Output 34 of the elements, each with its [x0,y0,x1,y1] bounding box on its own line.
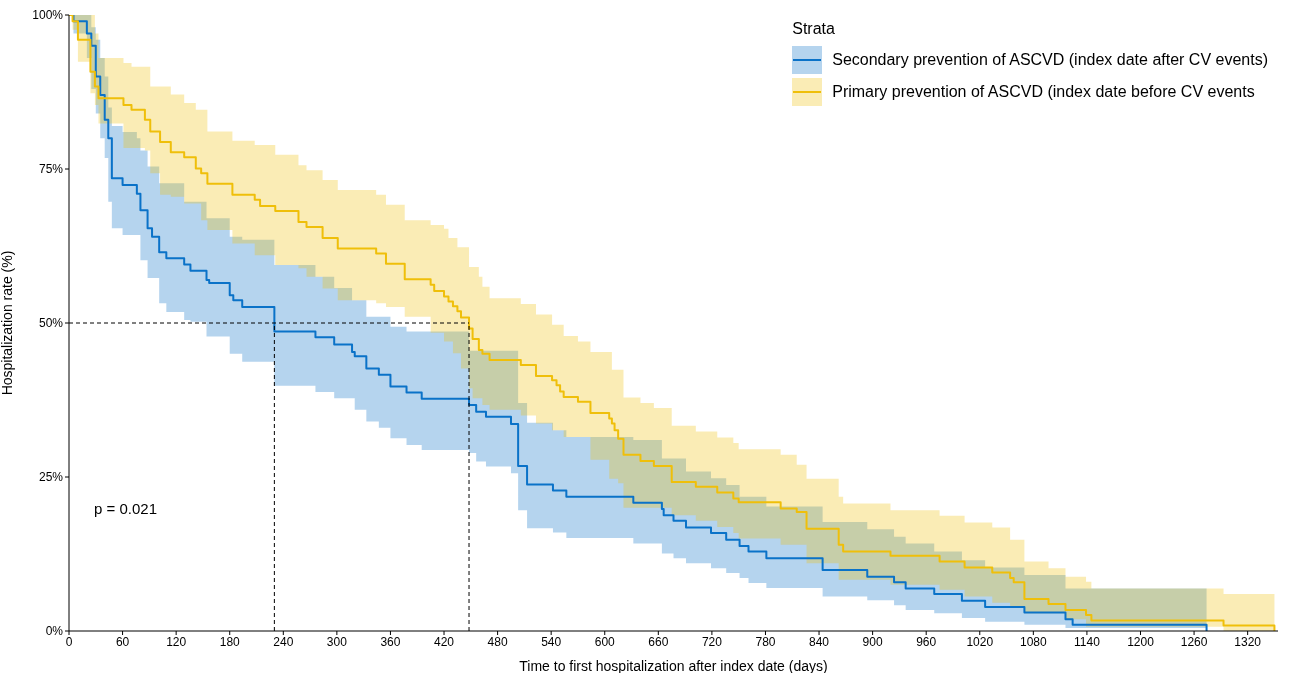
x-tick-label: 1260 [1180,634,1208,649]
legend-label: Primary prevention of ASCVD (index date before CV events [832,83,1255,101]
x-tick-label: 660 [648,634,669,649]
x-tick-label: 840 [809,634,830,649]
x-tick-label: 120 [166,634,187,649]
x-tick-label: 780 [755,634,776,649]
x-tick-label: 0 [65,634,73,649]
x-tick-label: 1080 [1019,634,1048,649]
y-tick-label: 75% [38,162,64,177]
legend-title: Strata [792,20,836,38]
y-tick-label: 100% [32,8,64,23]
x-tick-label: 1020 [966,634,994,649]
x-tick-label: 60 [115,634,130,649]
x-tick-label: 1140 [1074,634,1101,649]
y-axis-title: Hospitalization rate (%) [0,250,15,396]
x-tick-label: 720 [701,634,723,649]
x-tick-label: 600 [594,634,616,649]
x-tick-label: 960 [916,634,937,649]
x-tick-label: 540 [541,634,562,649]
x-tick-label: 480 [487,634,508,649]
y-tick-label: 25% [38,470,64,485]
x-tick-label: 1200 [1127,634,1155,649]
x-tick-label: 1320 [1234,634,1262,649]
x-tick-label: 900 [862,634,883,649]
legend-label: Secondary prevention of ASCVD (index date after CV events) [832,51,1268,69]
x-axis-title: Time to first hospitalization after index date (days) [519,658,828,673]
x-tick-label: 360 [380,634,401,649]
x-tick-label: 420 [434,634,455,649]
y-tick-label: 50% [38,316,64,331]
x-tick-label: 240 [273,634,294,649]
x-tick-label: 180 [219,634,241,649]
y-tick-label: 0% [45,624,64,639]
annotation: p = 0.021 [94,500,157,517]
x-tick-label: 300 [326,634,348,649]
